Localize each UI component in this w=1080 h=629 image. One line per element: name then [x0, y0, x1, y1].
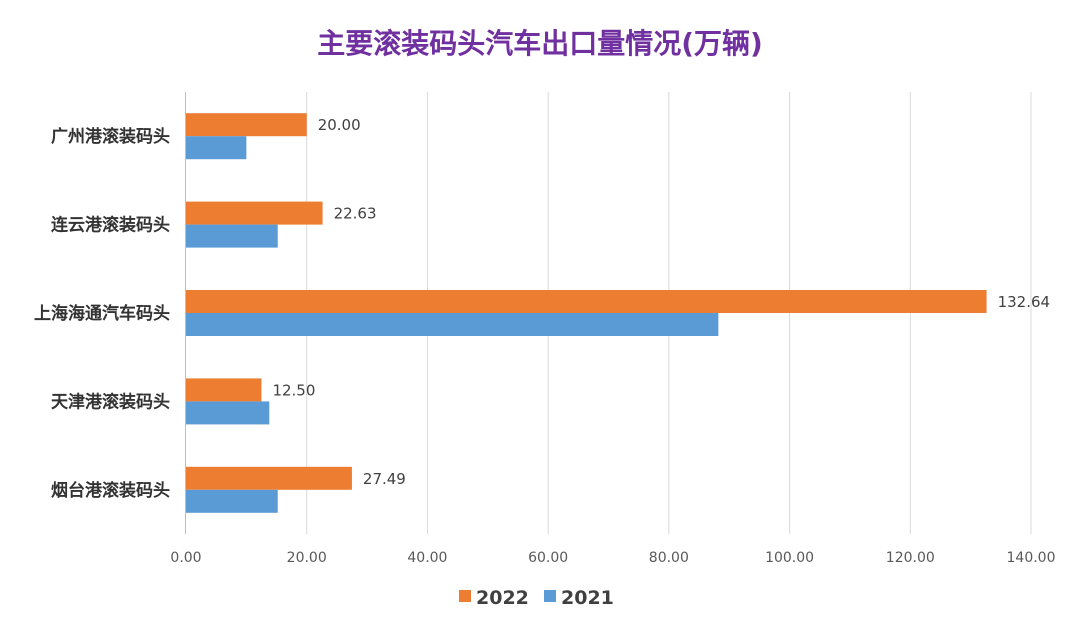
chart-title: 主要滚装码头汽车出口量情况(万辆): [317, 27, 763, 60]
bar-2021: [186, 489, 278, 513]
category-label: 天津港滚装码头: [51, 391, 170, 412]
legend-swatch-2021: [544, 590, 556, 602]
legend-label-2021: 2021: [561, 587, 614, 609]
bar-2022: [186, 466, 352, 490]
category-label: 广州港滚装码头: [51, 126, 170, 147]
bar-2022: [186, 201, 323, 225]
x-tick-label: 20.00: [287, 550, 327, 566]
data-label: 20.00: [318, 116, 361, 134]
labels: 0.00 20.00 40.00 60.00 80.00 100.00 120.00 140.…: [34, 116, 1056, 566]
bar-2021: [186, 136, 247, 160]
category-label: 上海海通汽车码头: [34, 303, 170, 324]
legend-swatch-2022: [459, 590, 471, 602]
data-label: 22.63: [334, 205, 377, 223]
category-label: 烟台港滚装码头: [51, 480, 170, 501]
bar-2021: [186, 313, 719, 336]
legend-label-2022: 2022: [476, 587, 529, 609]
bars: [186, 113, 987, 513]
x-tick-label: 60.00: [528, 550, 568, 566]
legend: 2022 2021: [459, 587, 614, 609]
bar-2022: [186, 378, 262, 402]
data-label: 27.49: [363, 470, 406, 488]
x-tick-label: 100.00: [765, 550, 814, 566]
data-label: 12.50: [272, 381, 315, 399]
x-tick-label: 40.00: [407, 550, 447, 566]
bar-2021: [186, 224, 278, 248]
x-tick-label: 120.00: [886, 550, 935, 566]
bar-2022: [186, 290, 987, 313]
bar-2022: [186, 113, 307, 137]
x-tick-label: 140.00: [1007, 550, 1056, 566]
data-label: 132.64: [998, 293, 1051, 311]
x-tick-label: 80.00: [649, 550, 689, 566]
x-tick-label: 0.00: [170, 550, 201, 566]
bar-2021: [186, 401, 270, 425]
category-label: 连云港滚装码头: [51, 215, 170, 236]
